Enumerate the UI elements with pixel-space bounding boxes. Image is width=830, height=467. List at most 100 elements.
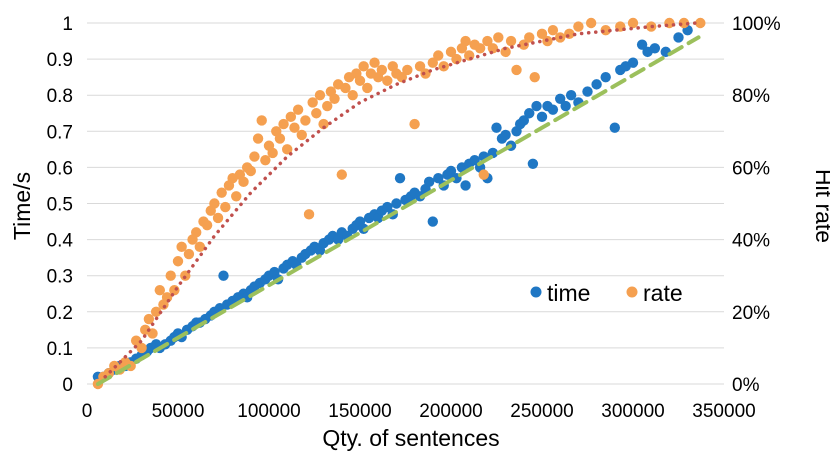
data-point-time [582,86,593,97]
data-point-rate [474,43,486,54]
data-point-rate [172,256,184,267]
y2-tick-label: 0% [732,375,760,396]
data-point-time [218,270,229,281]
data-point-rate [336,169,347,180]
data-point-rate [169,284,180,296]
data-point-rate [414,61,426,72]
data-point-rate [231,191,242,202]
y-tick-label: 0.8 [47,86,73,107]
data-point-rate [511,64,522,76]
data-point-rate [433,50,444,61]
data-point-time [491,122,502,133]
data-point-rate [382,75,393,86]
y2-tick-label: 80% [732,86,770,107]
data-point-time [600,71,611,83]
data-point-rate [252,133,264,144]
data-point-rate [362,82,373,94]
data-point-rate [487,43,499,54]
data-point-time [460,180,471,191]
y-tick-label: 0.2 [47,303,73,324]
data-point-rate [478,169,489,180]
data-point-rate [165,270,176,281]
data-point-time [423,176,435,188]
x-tick-label: 300000 [601,401,664,422]
data-point-rate [289,122,300,133]
data-point-rate [292,104,304,115]
data-point-rate [427,57,438,68]
data-point-rate [518,39,529,50]
data-point-rate [143,313,155,325]
x-axis-title: Qty. of sentences [322,425,499,451]
data-point-time [469,154,480,166]
data-point-time [609,122,620,133]
data-point-rate [300,115,311,126]
data-point-rate [285,111,297,123]
data-point-rate [209,198,220,209]
data-point-rate [278,118,289,130]
data-point-rate [493,32,504,43]
data-point-rate [573,21,584,32]
data-point-rate [354,75,366,86]
data-point-rate [445,46,457,58]
y2-tick-label: 20% [732,303,770,324]
data-point-time [433,173,444,184]
data-point-rate [296,129,307,141]
data-point-time [636,39,648,50]
data-point-rate [627,17,639,29]
y-tick-label: 0 [62,375,73,396]
data-point-time [500,129,511,141]
data-point-time [649,43,661,54]
data-point-rate [191,227,202,238]
y-tick-label: 0.6 [47,158,73,179]
data-point-time [382,201,393,213]
data-point-rate [464,50,475,61]
x-tick-label: 150000 [328,401,391,422]
data-point-rate [322,100,333,112]
data-point-rate [282,144,293,155]
data-point-rate [136,342,147,354]
data-point-rate [396,71,408,83]
legend-marker-rate [626,286,638,298]
time-trend-line [95,35,701,386]
trendlines [95,21,701,386]
data-point-time [527,158,539,169]
data-point-time [536,111,548,123]
data-point-rate [329,93,340,105]
data-point-rate [260,154,271,166]
data-point-rate [524,32,535,43]
y-tick-label: 0.7 [47,122,73,143]
data-point-time [565,90,577,101]
y2-axis-ticks: 0% 20% 40% 60% 80% 100% [732,14,781,396]
data-point-time [547,104,559,115]
data-point-rate [176,241,187,253]
y-tick-label: 0.1 [47,339,73,360]
data-point-time [560,100,571,112]
x-tick-label: 50000 [152,401,205,422]
data-point-rate [536,28,548,40]
data-point-rate [130,335,142,346]
data-point-time [394,173,406,184]
data-point-time [627,57,639,68]
data-point-rate [307,97,318,108]
y-axis-title: Time/s [9,172,35,240]
series-rate [92,17,706,390]
data-point-rate [347,90,358,101]
data-point-rate [303,209,315,220]
legend-label-time: time [547,280,590,306]
data-point-rate [256,115,267,126]
data-point-time [391,198,402,209]
y2-tick-label: 60% [732,158,770,179]
data-point-rate [505,35,517,47]
data-point-rate [314,90,326,101]
data-point-rate [201,219,213,231]
data-point-time [555,93,566,105]
y-tick-label: 0.5 [47,195,73,216]
rate-trend-line [103,21,699,379]
data-point-rate [267,147,278,159]
data-point-rate [220,201,231,213]
data-point-rate [500,46,511,58]
data-point-rate [695,17,706,29]
data-point-rate [183,248,195,260]
data-point-rate [564,28,575,40]
